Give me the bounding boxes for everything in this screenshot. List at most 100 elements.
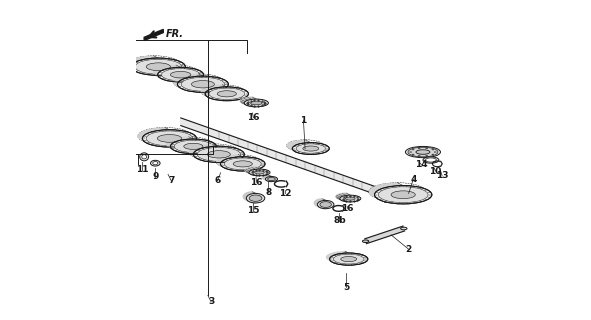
Ellipse shape — [177, 76, 228, 92]
Ellipse shape — [426, 158, 436, 162]
Ellipse shape — [191, 81, 215, 88]
Ellipse shape — [135, 59, 181, 74]
Ellipse shape — [341, 257, 357, 262]
Text: FR.: FR. — [165, 28, 184, 38]
Polygon shape — [181, 118, 398, 202]
Ellipse shape — [207, 151, 230, 158]
Ellipse shape — [193, 146, 244, 163]
Ellipse shape — [333, 254, 364, 264]
Ellipse shape — [251, 101, 262, 105]
Ellipse shape — [220, 157, 265, 171]
Polygon shape — [216, 155, 243, 171]
Polygon shape — [153, 65, 181, 82]
Ellipse shape — [246, 193, 265, 203]
Text: 6: 6 — [215, 176, 220, 185]
Ellipse shape — [346, 197, 355, 200]
Ellipse shape — [184, 143, 203, 149]
Text: 16: 16 — [341, 204, 353, 213]
Polygon shape — [179, 141, 193, 149]
Ellipse shape — [432, 149, 434, 150]
Ellipse shape — [131, 58, 186, 76]
Text: 3: 3 — [208, 297, 214, 306]
Ellipse shape — [181, 77, 225, 91]
Polygon shape — [142, 60, 158, 71]
Ellipse shape — [170, 71, 191, 78]
Text: 4: 4 — [410, 175, 417, 184]
Polygon shape — [203, 148, 219, 158]
Polygon shape — [365, 226, 405, 244]
Ellipse shape — [170, 139, 216, 154]
Ellipse shape — [205, 87, 248, 101]
Ellipse shape — [265, 177, 278, 182]
Ellipse shape — [158, 67, 203, 82]
Polygon shape — [385, 195, 410, 202]
Ellipse shape — [174, 140, 213, 153]
Text: 2: 2 — [405, 245, 412, 254]
Polygon shape — [337, 255, 349, 262]
Ellipse shape — [197, 148, 241, 161]
Ellipse shape — [391, 191, 415, 199]
Ellipse shape — [139, 153, 148, 161]
Ellipse shape — [233, 161, 252, 167]
Ellipse shape — [296, 144, 326, 153]
Polygon shape — [326, 251, 349, 265]
Ellipse shape — [303, 146, 319, 151]
Polygon shape — [287, 140, 311, 155]
Text: 8b: 8b — [333, 216, 346, 225]
Ellipse shape — [151, 160, 160, 166]
Polygon shape — [336, 193, 350, 202]
Polygon shape — [385, 188, 403, 199]
Text: 14: 14 — [415, 160, 428, 169]
Ellipse shape — [152, 162, 158, 165]
Ellipse shape — [423, 157, 439, 163]
Ellipse shape — [161, 68, 200, 81]
Ellipse shape — [157, 134, 181, 142]
Polygon shape — [241, 97, 256, 107]
Ellipse shape — [340, 195, 361, 202]
Polygon shape — [369, 183, 403, 204]
Text: 16: 16 — [251, 178, 263, 187]
Ellipse shape — [405, 147, 440, 158]
Polygon shape — [126, 56, 158, 76]
Text: 8: 8 — [265, 188, 271, 197]
Ellipse shape — [412, 149, 414, 150]
Text: 9: 9 — [152, 172, 158, 181]
Polygon shape — [144, 29, 163, 41]
Polygon shape — [229, 158, 243, 167]
Ellipse shape — [401, 227, 407, 230]
Ellipse shape — [412, 154, 414, 155]
Text: 7: 7 — [168, 176, 174, 185]
Ellipse shape — [293, 143, 329, 155]
Ellipse shape — [217, 91, 236, 97]
Ellipse shape — [416, 150, 430, 154]
Polygon shape — [187, 78, 203, 88]
Polygon shape — [243, 192, 255, 203]
Ellipse shape — [317, 200, 334, 209]
Ellipse shape — [142, 155, 147, 159]
Ellipse shape — [224, 158, 261, 170]
Polygon shape — [189, 144, 219, 163]
Polygon shape — [152, 132, 170, 142]
Polygon shape — [200, 84, 227, 101]
Ellipse shape — [432, 154, 434, 155]
Polygon shape — [297, 143, 311, 151]
Ellipse shape — [244, 99, 268, 107]
Text: 11: 11 — [136, 165, 148, 174]
Ellipse shape — [330, 253, 368, 265]
Polygon shape — [213, 88, 227, 97]
Polygon shape — [314, 199, 326, 209]
Text: 12: 12 — [279, 189, 291, 198]
Text: 13: 13 — [436, 172, 449, 180]
Ellipse shape — [249, 195, 262, 201]
Ellipse shape — [249, 169, 270, 176]
Ellipse shape — [362, 240, 369, 243]
Polygon shape — [173, 74, 203, 92]
Ellipse shape — [375, 186, 432, 204]
Ellipse shape — [146, 63, 170, 71]
Polygon shape — [245, 167, 259, 176]
Polygon shape — [166, 137, 193, 154]
Polygon shape — [166, 69, 181, 78]
Polygon shape — [262, 175, 271, 182]
Text: 16: 16 — [247, 113, 259, 122]
Text: 5: 5 — [343, 283, 350, 292]
